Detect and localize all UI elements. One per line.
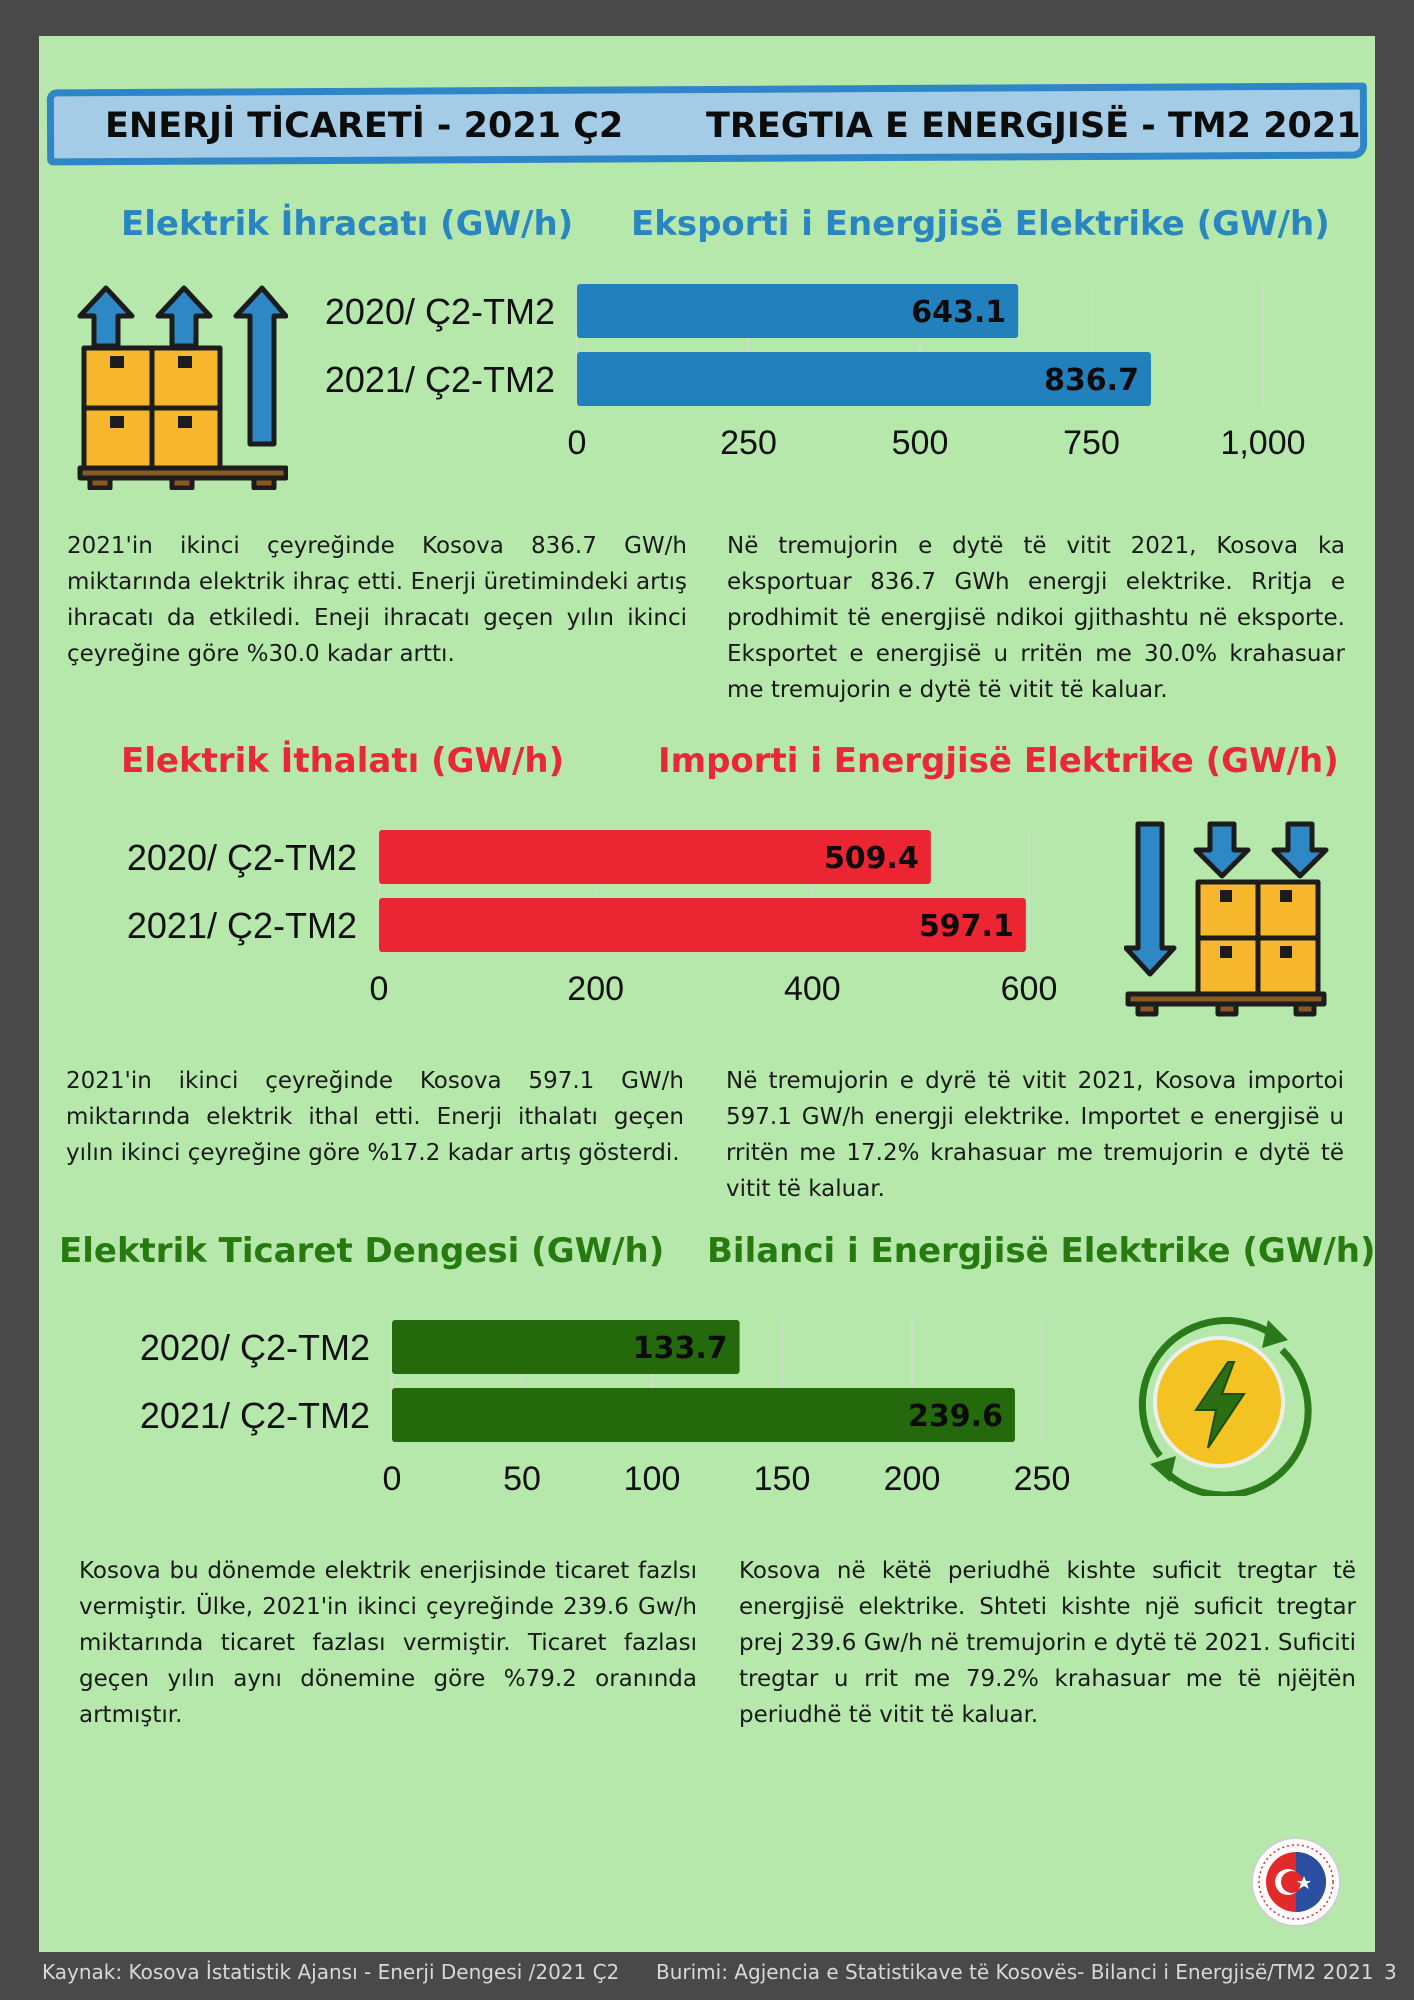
category-label: 2020/ Ç2-TM2 bbox=[127, 837, 357, 878]
category-label: 2020/ Ç2-TM2 bbox=[325, 291, 555, 332]
header-title-sq: TREGTIA E ENERGJISË - TM2 2021 bbox=[706, 106, 1361, 146]
export-title-tr: Elektrik İhracatı (GW/h) bbox=[121, 204, 574, 244]
page-number: 3 bbox=[1384, 1960, 1397, 1984]
bar bbox=[392, 1320, 740, 1374]
import-title-sq: Importi i Energjisë Elektrike (GW/h) bbox=[658, 741, 1339, 781]
export-text-sq: Në tremujorin e dytë të vitit 2021, Koso… bbox=[727, 533, 1345, 703]
import-title-tr: Elektrik İthalatı (GW/h) bbox=[121, 741, 565, 781]
footer-source-sq: Burimi: Agjencia e Statistikave të Kosov… bbox=[656, 1960, 1374, 1984]
bar bbox=[577, 352, 1151, 406]
balance-bar-chart: 2020/ Ç2-TM2 133.7 2021/ Ç2-TM2 239.6 0 50 100… bbox=[140, 1320, 1071, 1498]
balance-text-sq: Kosova në këtë periudhë kishte suficit t… bbox=[739, 1558, 1356, 1728]
data-label: 597.1 bbox=[919, 909, 1014, 944]
energy-bolt-icon bbox=[1138, 1317, 1312, 1496]
chamber-logo bbox=[1251, 1837, 1341, 1927]
bar bbox=[392, 1388, 1015, 1442]
export-title-sq: Eksporti i Energjisë Elektrike (GW/h) bbox=[631, 204, 1330, 244]
tick-label: 50 bbox=[503, 1460, 541, 1498]
tick-label: 100 bbox=[624, 1460, 681, 1498]
tick-label: 0 bbox=[383, 1460, 402, 1498]
tick-label: 200 bbox=[567, 970, 624, 1008]
tick-label: 150 bbox=[754, 1460, 811, 1498]
data-label: 133.7 bbox=[633, 1331, 728, 1366]
tick-label: 0 bbox=[568, 424, 587, 462]
tick-label: 250 bbox=[720, 424, 777, 462]
tick-label: 0 bbox=[370, 970, 389, 1008]
data-label: 509.4 bbox=[824, 841, 919, 876]
balance-text-tr: Kosova bu dönemde elektrik enerjisinde t… bbox=[79, 1558, 697, 1728]
data-label: 836.7 bbox=[1044, 363, 1139, 398]
bar bbox=[577, 284, 1019, 338]
tick-label: 500 bbox=[892, 424, 949, 462]
header-title-tr: ENERJİ TİCARETİ - 2021 Ç2 bbox=[105, 106, 624, 146]
tick-label: 250 bbox=[1014, 1460, 1071, 1498]
category-label: 2021/ Ç2-TM2 bbox=[127, 905, 357, 946]
balance-title-tr: Elektrik Ticaret Dengesi (GW/h) bbox=[59, 1231, 665, 1271]
tick-label: 200 bbox=[884, 1460, 941, 1498]
import-pallet-icon bbox=[1124, 821, 1329, 1017]
export-bar-chart: 2020/ Ç2-TM2 643.1 2021/ Ç2-TM2 836.7 0 250 50… bbox=[325, 284, 1306, 462]
data-label: 239.6 bbox=[908, 1399, 1003, 1434]
tick-label: 750 bbox=[1063, 424, 1120, 462]
category-label: 2021/ Ç2-TM2 bbox=[140, 1395, 370, 1436]
bar bbox=[379, 898, 1026, 952]
balance-title-sq: Bilanci i Energjisë Elektrike (GW/h) bbox=[707, 1231, 1376, 1271]
import-text-tr: 2021'in ikinci çeyreğinde Kosova 597.1 G… bbox=[66, 1068, 684, 1166]
footer-source-tr: Kaynak: Kosova İstatistik Ajansı - Enerj… bbox=[42, 1960, 620, 1984]
import-text-sq: Në tremujorin e dyrë të vitit 2021, Koso… bbox=[726, 1068, 1344, 1202]
bar bbox=[379, 830, 931, 884]
category-label: 2020/ Ç2-TM2 bbox=[140, 1327, 370, 1368]
import-bar-chart: 2020/ Ç2-TM2 509.4 2021/ Ç2-TM2 597.1 0 200 40… bbox=[127, 830, 1058, 1008]
export-pallet-icon bbox=[77, 285, 288, 490]
category-label: 2021/ Ç2-TM2 bbox=[325, 359, 555, 400]
data-label: 643.1 bbox=[911, 295, 1006, 330]
export-text-tr: 2021'in ikinci çeyreğinde Kosova 836.7 G… bbox=[67, 533, 687, 667]
tick-label: 400 bbox=[784, 970, 841, 1008]
tick-label: 600 bbox=[1001, 970, 1058, 1008]
tick-label: 1,000 bbox=[1220, 424, 1305, 462]
